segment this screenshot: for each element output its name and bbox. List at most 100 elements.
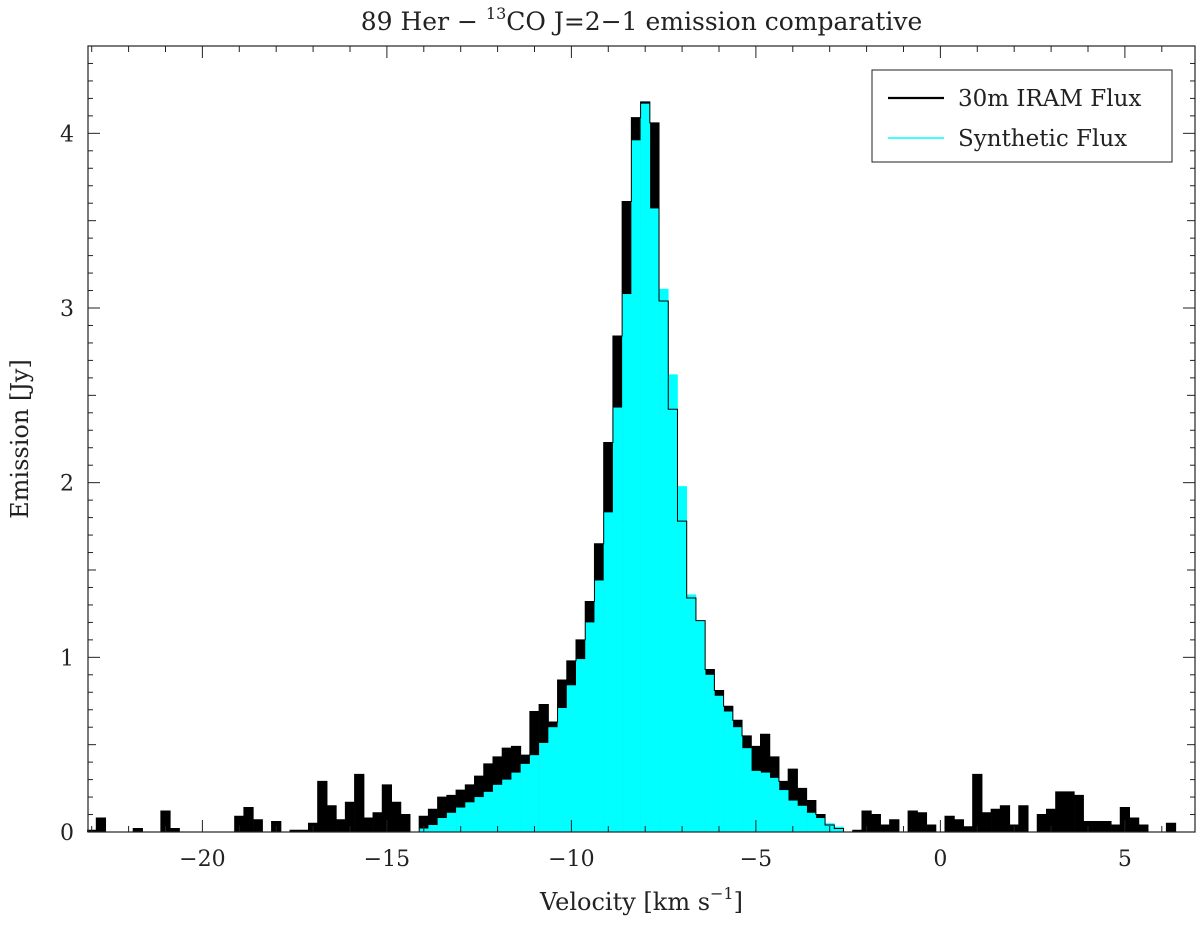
synthetic-flux-bar xyxy=(465,802,475,832)
iram-flux-bar xyxy=(945,816,955,832)
synthetic-flux-bar xyxy=(778,790,789,832)
iram-flux-bar xyxy=(908,811,918,832)
iram-flux-bar xyxy=(437,797,448,832)
x-tick-label: 5 xyxy=(1118,847,1132,872)
iram-flux-bar xyxy=(852,830,863,832)
synthetic-flux-bar xyxy=(677,486,688,832)
y-axis-label: Emission [Jy] xyxy=(6,359,34,519)
x-tick-label: −20 xyxy=(179,847,225,872)
synthetic-flux-bar xyxy=(437,818,448,832)
x-tick-label: −15 xyxy=(364,847,410,872)
legend-label-synthetic: Synthetic Flux xyxy=(958,126,1127,152)
synthetic-flux-bar xyxy=(834,826,844,832)
synthetic-flux-bar xyxy=(520,763,531,832)
iram-flux-bar xyxy=(1037,814,1047,832)
synthetic-flux-bar xyxy=(529,755,540,832)
x-tick-label: 0 xyxy=(933,847,947,872)
legend: 30m IRAM Flux Synthetic Flux xyxy=(871,69,1173,163)
synthetic-flux-bar xyxy=(456,807,466,832)
iram-flux-bar xyxy=(1129,818,1140,832)
synthetic-flux-bar xyxy=(446,812,457,832)
plot-area xyxy=(87,45,1196,833)
iram-flux-bar xyxy=(917,812,927,832)
x-axis-label-close: ] xyxy=(734,888,743,916)
synthetic-flux-bar xyxy=(742,748,752,832)
synthetic-flux-bar xyxy=(502,779,512,832)
synthetic-flux-bar xyxy=(640,103,651,832)
iram-flux-bar xyxy=(954,819,964,832)
synthetic-flux-bar xyxy=(815,818,826,832)
chart-title-prefix: 89 Her − xyxy=(361,7,486,36)
iram-flux-bar xyxy=(889,819,900,832)
iram-flux-bar xyxy=(336,819,346,832)
synthetic-flux-bar xyxy=(566,685,577,832)
iram-flux-bar xyxy=(400,814,411,832)
iram-flux-bar xyxy=(428,809,438,832)
synthetic-flux-bar xyxy=(492,784,503,832)
iram-flux-bar xyxy=(1101,821,1112,832)
synthetic-flux-bar xyxy=(797,805,807,832)
synthetic-flux-bar xyxy=(695,620,706,832)
synthetic-flux-bar xyxy=(474,797,485,832)
iram-flux-bar xyxy=(1064,791,1075,832)
iram-flux-bar xyxy=(290,830,300,832)
iram-flux-bar xyxy=(1046,809,1057,832)
x-axis-label-text: Velocity [km s xyxy=(539,888,710,916)
legend-label-iram: 30m IRAM Flux xyxy=(958,86,1141,112)
iram-flux-bar xyxy=(926,825,937,832)
x-tick-label: −10 xyxy=(548,847,594,872)
synthetic-flux-bar xyxy=(603,512,614,832)
iram-flux-bar xyxy=(1018,805,1029,832)
iram-flux-bar xyxy=(1074,795,1084,832)
synthetic-flux-bar xyxy=(769,777,780,832)
synthetic-flux-bar xyxy=(751,770,761,832)
chart-title-superscript: 13 xyxy=(486,4,506,23)
synthetic-flux-bar xyxy=(686,594,697,832)
y-tick-label: 0 xyxy=(60,821,74,846)
chart-title-rest: CO J=2−1 emission comparative xyxy=(506,7,922,36)
iram-flux-bar xyxy=(419,816,429,832)
iram-flux-bar xyxy=(317,781,328,832)
synthetic-flux-bar xyxy=(649,208,660,832)
x-axis-label: Velocity [km s−1] xyxy=(539,884,743,916)
iram-flux-bar xyxy=(253,819,263,832)
synthetic-flux-bar xyxy=(705,674,715,832)
iram-flux-bar xyxy=(234,816,245,832)
iram-flux-bar xyxy=(133,828,143,832)
synthetic-flux-bar xyxy=(576,659,586,832)
iram-flux-bar xyxy=(1120,807,1130,832)
y-tick-label: 3 xyxy=(60,297,74,322)
synthetic-flux-bar xyxy=(760,772,771,832)
synthetic-flux-bar xyxy=(612,407,623,832)
synthetic-flux-bar xyxy=(806,812,817,832)
iram-flux-bar xyxy=(243,807,254,832)
iram-flux-bar xyxy=(991,809,1001,832)
iram-flux-bar xyxy=(880,825,890,832)
plot-frame xyxy=(87,45,1196,833)
x-axis-label-superscript: −1 xyxy=(710,884,734,903)
iram-flux-bar xyxy=(861,811,872,832)
y-tick-label: 1 xyxy=(60,646,74,671)
iram-flux-bar xyxy=(96,818,106,832)
iram-flux-bar xyxy=(363,818,374,832)
synthetic-flux-bar xyxy=(428,825,438,832)
synthetic-flux-bar xyxy=(732,727,743,832)
x-tick-label: −5 xyxy=(740,847,772,872)
iram-flux-bar xyxy=(972,774,983,832)
iram-flux-bar xyxy=(299,830,309,832)
chart-title: 89 Her − 13CO J=2−1 emission comparative xyxy=(361,4,923,36)
iram-flux-bar xyxy=(1111,825,1121,832)
iram-flux-bar xyxy=(1092,821,1103,832)
iram-flux-bar xyxy=(1166,823,1176,832)
iram-flux-bar xyxy=(345,802,355,832)
axis-ticks xyxy=(88,45,1195,833)
iram-flux-bar xyxy=(1000,805,1010,832)
iram-flux-bar xyxy=(382,784,392,832)
iram-flux-bar xyxy=(326,805,337,832)
iram-flux-bar xyxy=(160,811,171,832)
y-tick-label: 4 xyxy=(60,122,74,147)
histogram-bars xyxy=(87,101,1185,833)
synthetic-flux-bar xyxy=(557,707,568,832)
synthetic-flux-bar xyxy=(668,374,678,832)
